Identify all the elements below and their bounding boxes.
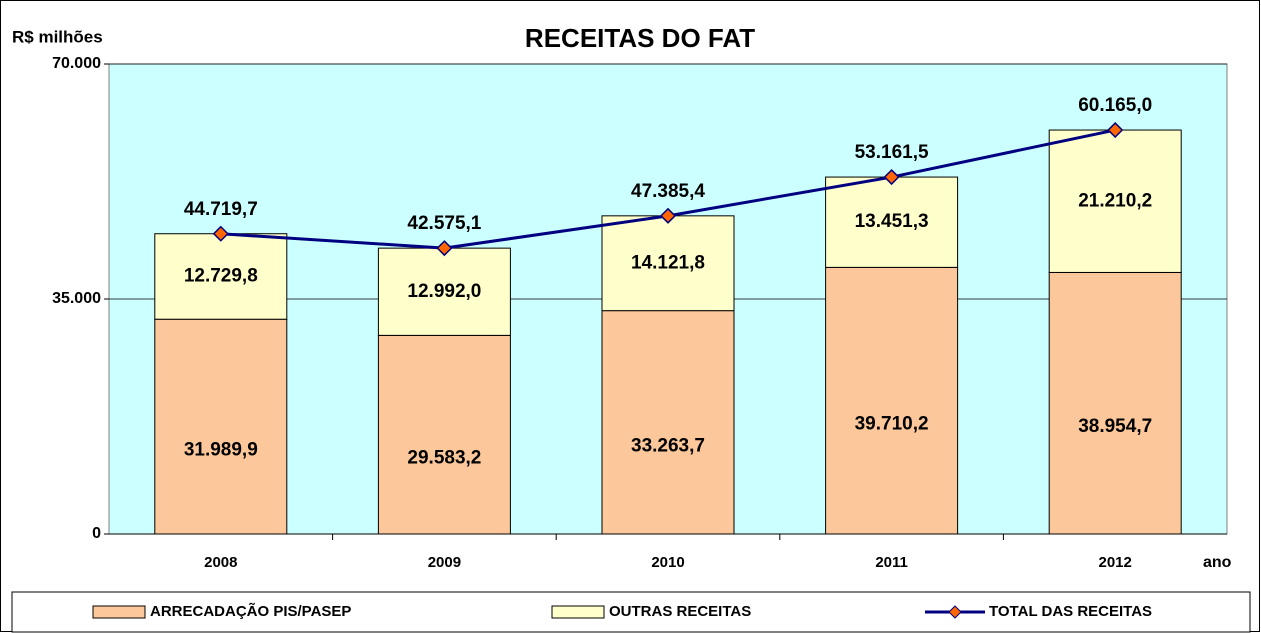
legend-marker — [948, 605, 962, 619]
data-label: 21.210,2 — [1078, 190, 1152, 211]
bar — [154, 318, 288, 535]
bar — [377, 334, 511, 535]
legend-swatch — [551, 605, 605, 619]
data-label: 31.989,9 — [184, 440, 258, 461]
legend-label: ARRECADAÇÃO PIS/PASEP — [150, 602, 351, 620]
data-label: 14.121,8 — [631, 252, 705, 273]
data-label: 60.165,0 — [1078, 95, 1152, 116]
data-label: 33.263,7 — [631, 435, 705, 456]
bar — [601, 310, 735, 535]
bar — [377, 247, 511, 336]
marker — [212, 225, 229, 242]
data-label: 42.575,1 — [407, 213, 481, 234]
marker — [436, 240, 453, 257]
x-tick-label: 2008 — [204, 554, 237, 571]
marker — [659, 207, 677, 224]
x-axis-label: ano — [1203, 554, 1232, 571]
x-tick-label: 2009 — [428, 554, 461, 571]
bar — [825, 266, 959, 535]
data-label: 12.992,0 — [407, 281, 481, 302]
data-label: 44.719,7 — [184, 199, 258, 220]
data-label: 39.710,2 — [855, 414, 929, 435]
data-label: 53.161,5 — [855, 142, 929, 163]
y-tick-label: 35.000 — [52, 290, 101, 307]
y-axis-label: R$ milhões — [12, 27, 103, 46]
bar — [1048, 129, 1182, 273]
legend-label: TOTAL DAS RECEITAS — [989, 603, 1152, 620]
data-label: 29.583,2 — [407, 448, 481, 469]
x-tick-label: 2010 — [651, 554, 684, 571]
x-tick-label: 2011 — [875, 554, 908, 571]
data-label: 12.729,8 — [184, 265, 258, 286]
data-label: 47.385,4 — [631, 181, 705, 202]
data-label: 13.451,3 — [855, 211, 929, 232]
bar — [154, 233, 288, 320]
marker — [1107, 121, 1124, 139]
legend-box — [11, 591, 1251, 633]
x-tick-label: 2012 — [1099, 554, 1132, 571]
legend-swatch — [92, 605, 146, 619]
legend-label: OUTRAS RECEITAS — [609, 603, 751, 620]
bar — [1048, 271, 1182, 535]
data-label: 38.954,7 — [1078, 416, 1152, 437]
y-tick-label: 70.000 — [52, 55, 101, 72]
y-tick-label: 0 — [92, 525, 101, 542]
marker — [883, 168, 900, 186]
bar — [825, 176, 959, 268]
chart-title: RECEITAS DO FAT — [525, 23, 755, 53]
bar — [601, 215, 735, 312]
